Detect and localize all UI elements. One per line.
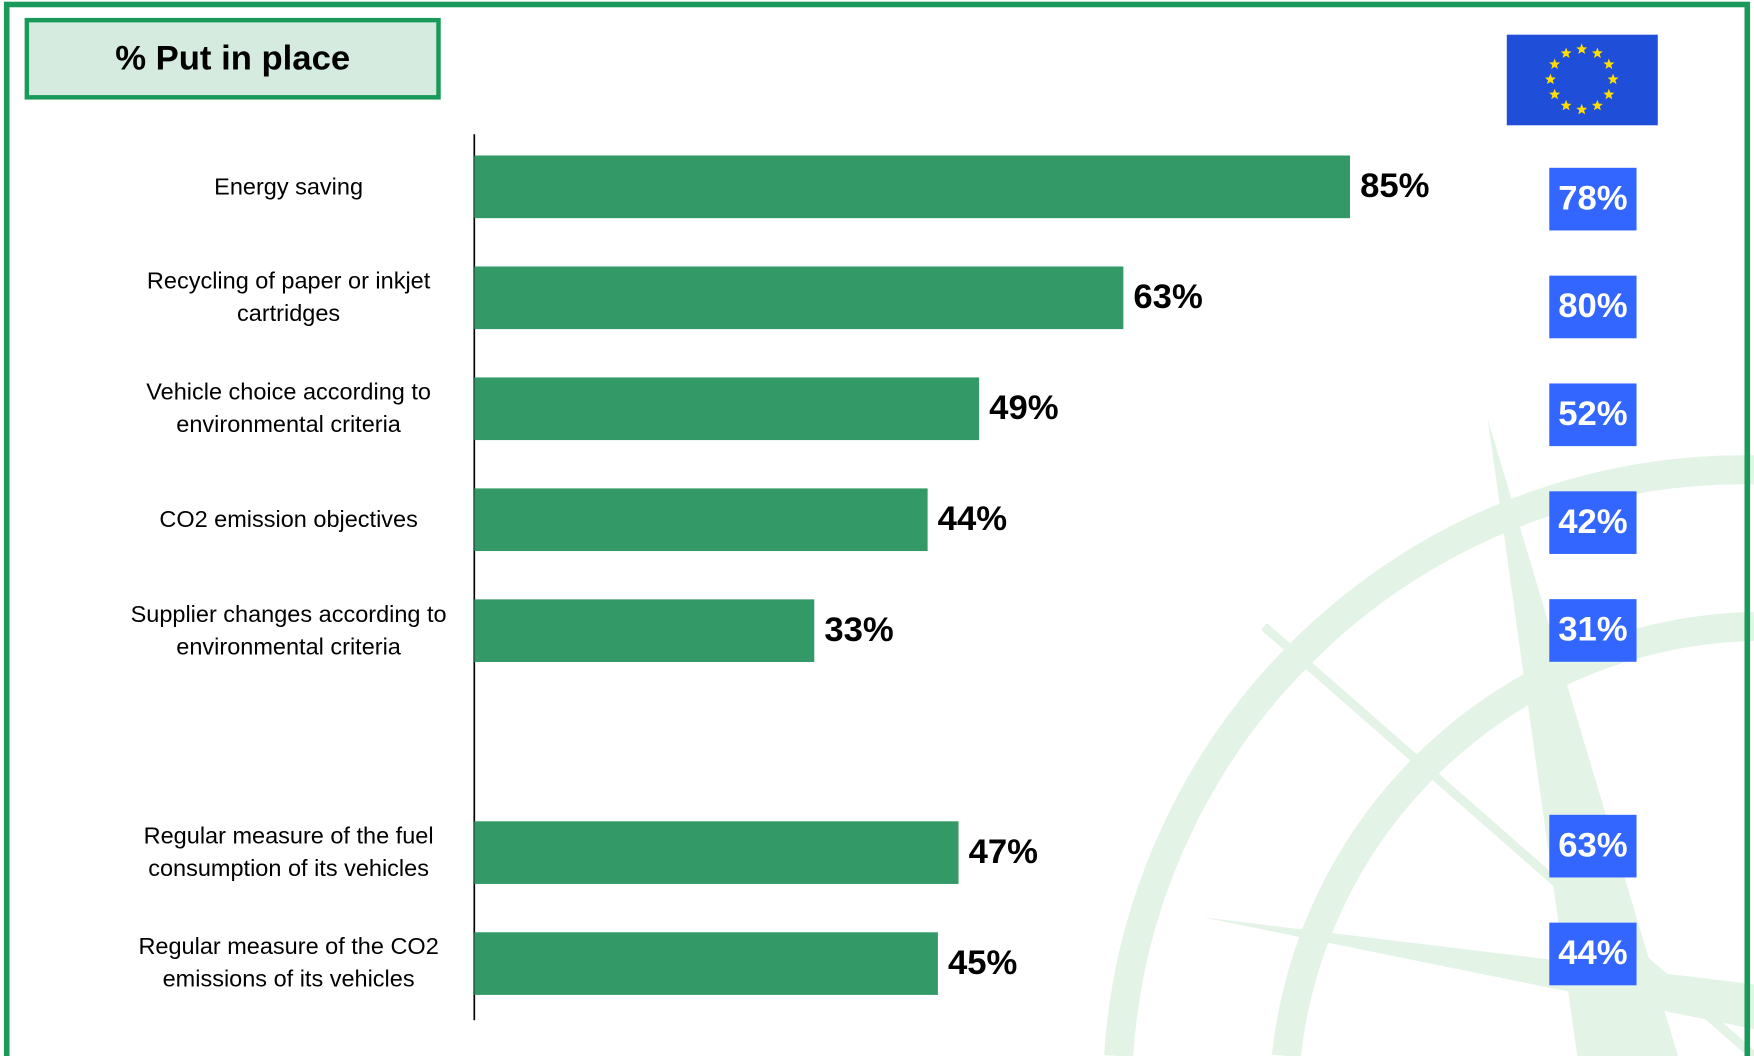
category-label-box: Regular measure of the CO2 emissions of … bbox=[138, 934, 439, 993]
category-label: Regular measure of the CO2 emissions of … bbox=[138, 934, 439, 993]
category-label: Vehicle choice according to environmenta… bbox=[146, 379, 431, 438]
star bbox=[1607, 73, 1619, 85]
compass-needle bbox=[1487, 419, 1678, 1056]
eu-value-box bbox=[1549, 275, 1637, 339]
value-label: 49% bbox=[989, 389, 1058, 427]
value-label: 44% bbox=[938, 500, 1007, 538]
background-decoration bbox=[1104, 455, 1754, 1056]
star bbox=[1603, 58, 1615, 70]
star bbox=[1576, 103, 1588, 115]
eu-value-box bbox=[1549, 814, 1637, 878]
bar bbox=[474, 599, 815, 663]
category-label: Recycling of paper or inkjet cartridges bbox=[146, 268, 431, 327]
eu-value-label: 63% bbox=[1558, 826, 1627, 864]
value-label: 47% bbox=[969, 833, 1038, 871]
star bbox=[1591, 47, 1603, 58]
category-label-box: CO2 emission objectives bbox=[159, 506, 418, 533]
eu-stars bbox=[1544, 43, 1619, 115]
eu-value-label: 42% bbox=[1558, 503, 1627, 541]
value-label: 85% bbox=[1360, 167, 1429, 205]
category-label: CO2 emission objectives bbox=[159, 506, 418, 533]
category-label-box: Recycling of paper or inkjet cartridges bbox=[146, 268, 431, 327]
value-label: 45% bbox=[948, 944, 1017, 982]
star bbox=[1603, 88, 1615, 100]
star bbox=[1549, 58, 1561, 70]
bar bbox=[474, 266, 1124, 330]
star bbox=[1544, 73, 1556, 85]
eu-value-label: 31% bbox=[1558, 611, 1627, 649]
chart-title: % Put in place bbox=[115, 40, 350, 78]
eu-value-box bbox=[1549, 167, 1637, 231]
eu-value-box bbox=[1549, 922, 1637, 986]
eu-value-label: 44% bbox=[1558, 934, 1627, 972]
category-label-box: Energy saving bbox=[214, 173, 364, 200]
bar bbox=[474, 377, 980, 441]
bar bbox=[474, 821, 959, 884]
star bbox=[1576, 43, 1588, 54]
bar bbox=[474, 932, 938, 995]
frame bbox=[3, 1, 1751, 1056]
eu-value-label: 80% bbox=[1558, 287, 1627, 325]
eu-value-box bbox=[1549, 491, 1637, 554]
category-label: Supplier changes according to environmen… bbox=[130, 601, 447, 660]
bar bbox=[474, 488, 928, 552]
category-label-box: Supplier changes according to environmen… bbox=[130, 601, 447, 660]
eu-value-label: 78% bbox=[1558, 179, 1627, 217]
eu-value-box bbox=[1549, 599, 1637, 662]
value-label: 33% bbox=[824, 611, 893, 649]
star bbox=[1560, 47, 1572, 58]
eu-value-label: 52% bbox=[1558, 395, 1627, 433]
eu-value-box bbox=[1549, 383, 1637, 447]
title-box bbox=[24, 17, 441, 100]
value-label: 63% bbox=[1133, 278, 1202, 316]
category-label: Energy saving bbox=[214, 173, 364, 200]
bar bbox=[474, 155, 1351, 219]
star bbox=[1591, 99, 1603, 111]
star bbox=[1560, 99, 1572, 111]
category-label-box: Regular measure of the fuel consumption … bbox=[143, 823, 434, 882]
star bbox=[1549, 88, 1561, 100]
category-label-box: Vehicle choice according to environmenta… bbox=[146, 379, 431, 438]
category-label: Regular measure of the fuel consumption … bbox=[143, 823, 434, 882]
